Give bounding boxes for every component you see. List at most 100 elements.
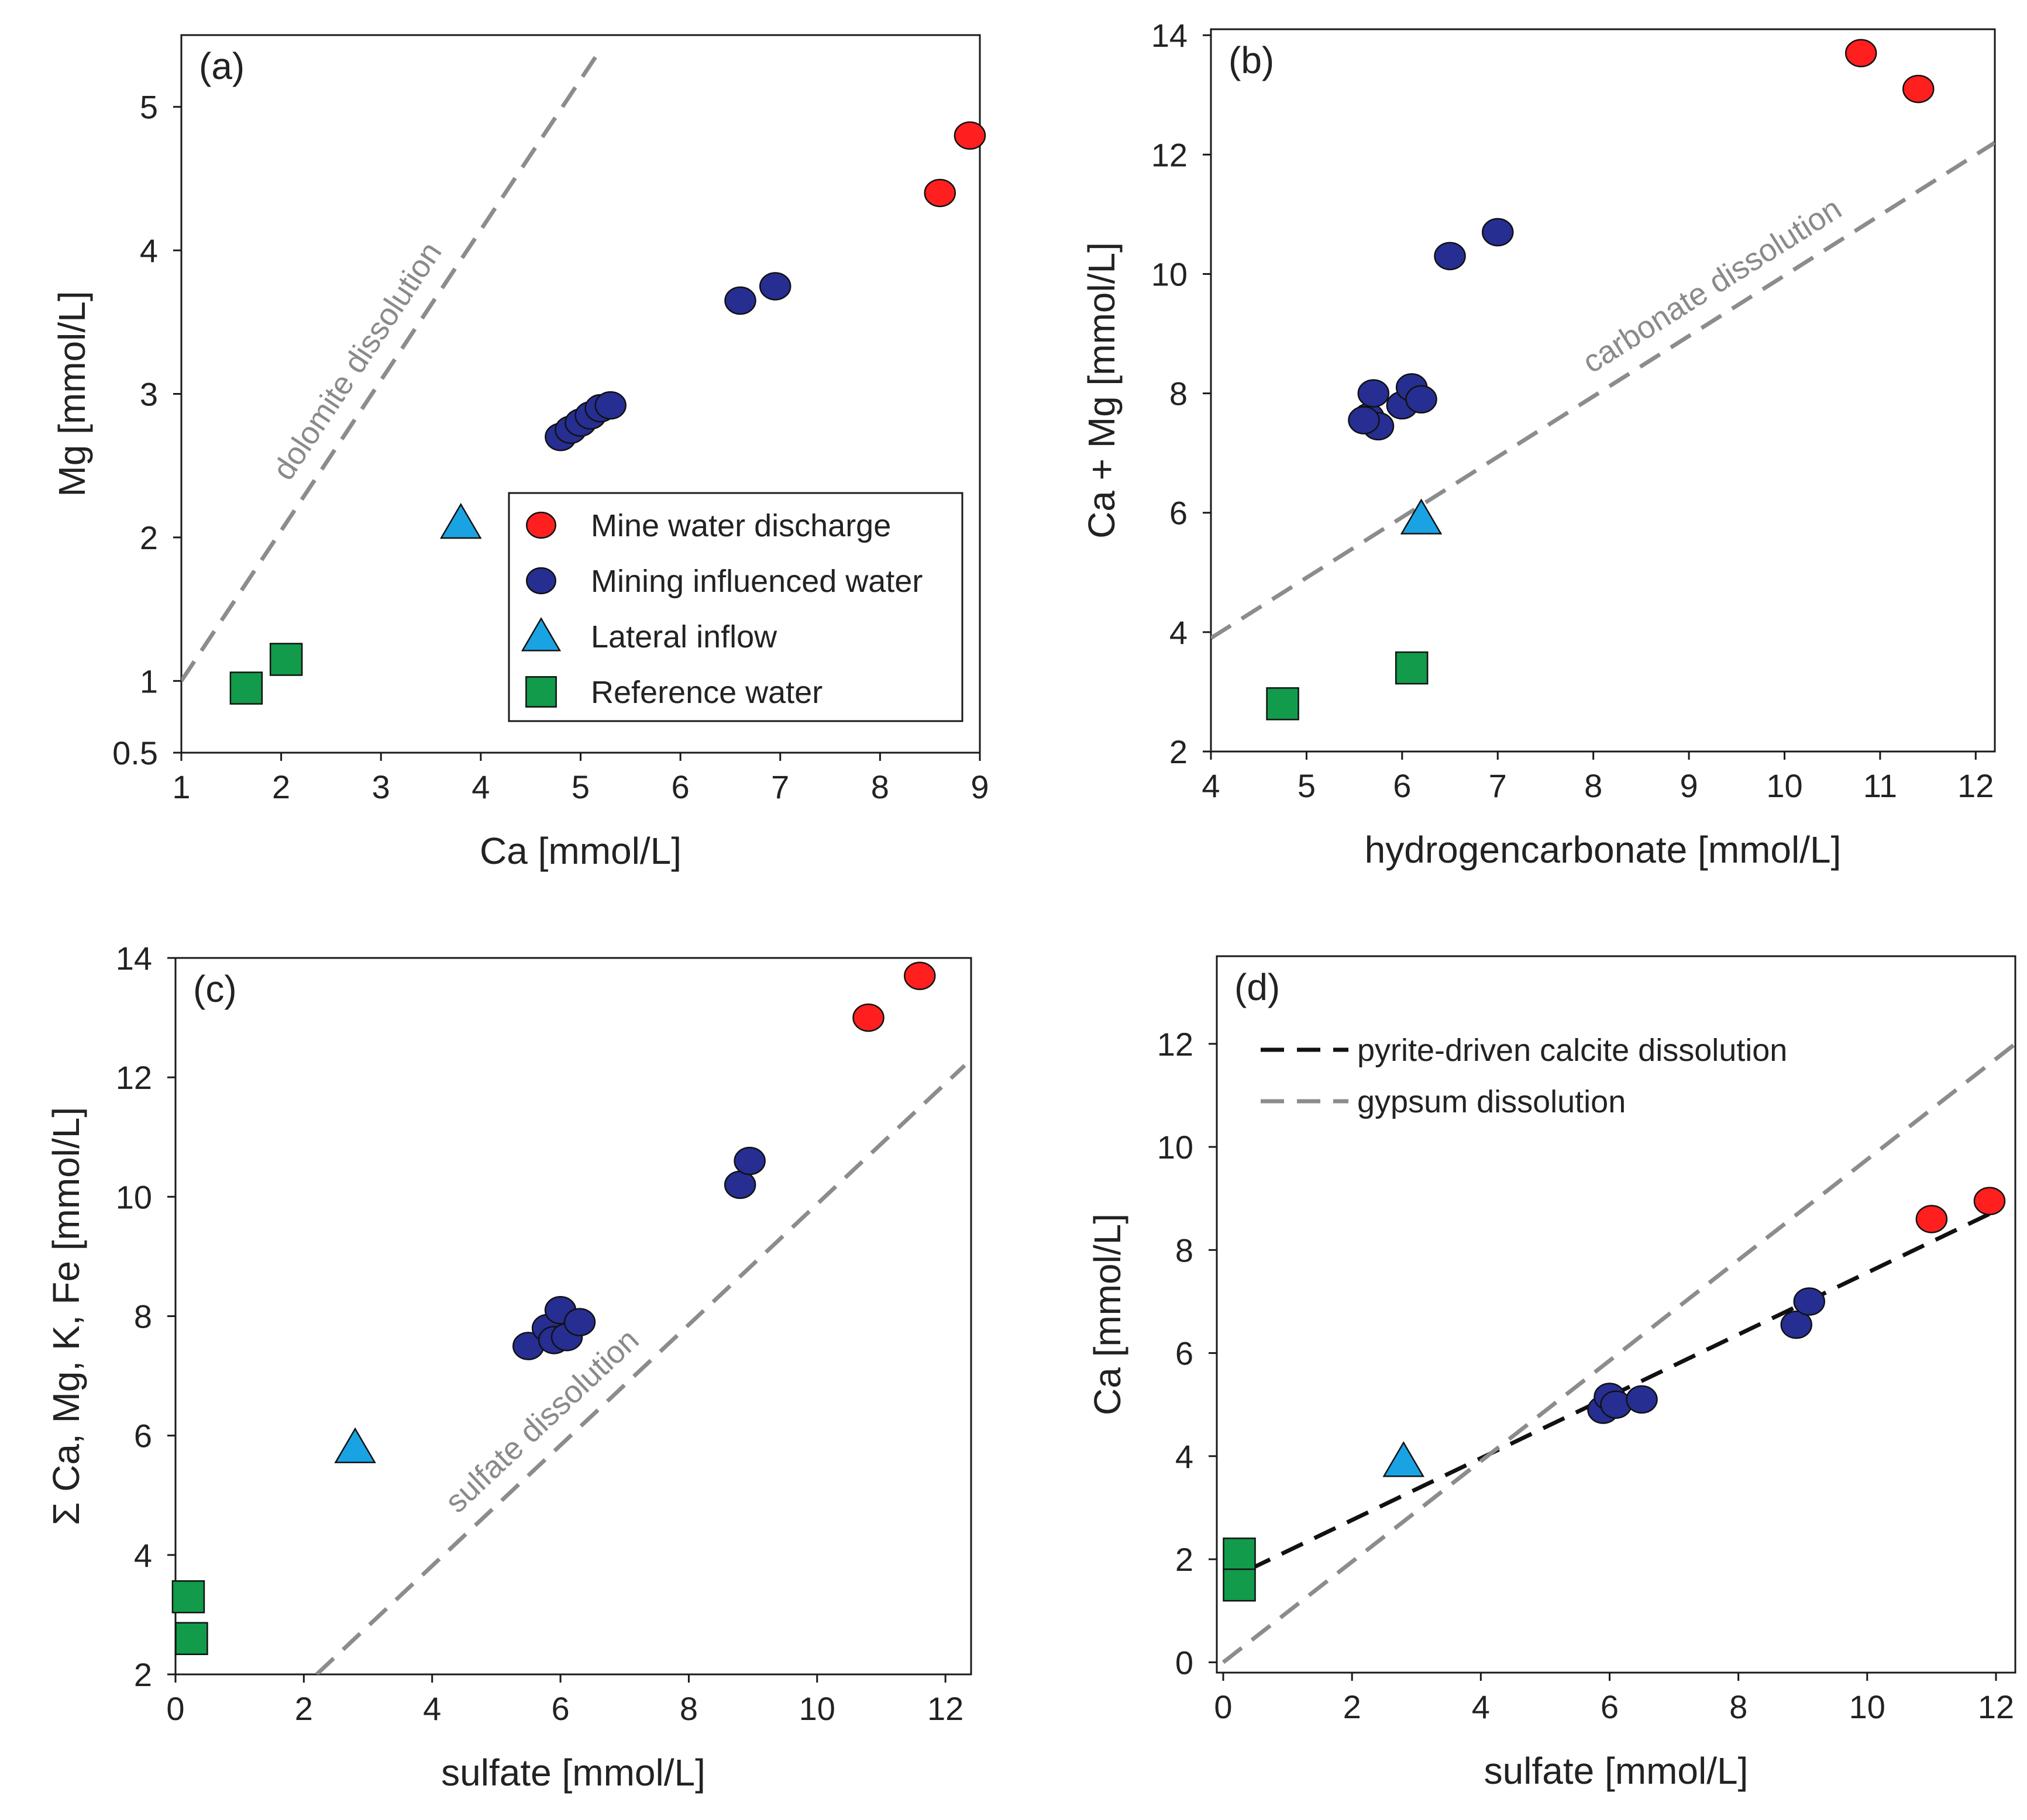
x-tick-label: 6	[551, 1690, 569, 1727]
y-tick-label: 10	[1151, 256, 1188, 292]
y-tick-label: 10	[116, 1178, 152, 1215]
legend-label: pyrite-driven calcite dissolution	[1357, 1033, 1787, 1068]
legend-label: gypsum dissolution	[1357, 1084, 1626, 1119]
data-point-mine-water-discharge	[904, 961, 936, 990]
x-tick-label: 6	[1393, 767, 1411, 804]
legend-marker	[526, 567, 556, 595]
x-tick-label: 1	[172, 768, 190, 805]
y-tick-label: 4	[1169, 614, 1188, 651]
data-point-mining-influenced-water	[1626, 1385, 1658, 1414]
y-tick-label: 2	[1169, 733, 1188, 770]
y-tick-label: 8	[1175, 1232, 1193, 1269]
y-axis-label: Mg [mmol/L]	[51, 291, 93, 497]
line-label: carbonate dissolution	[1577, 191, 1847, 380]
plot-frame	[1210, 28, 1996, 753]
data-point-mining-influenced-water	[1780, 1310, 1812, 1339]
panel-label: (a)	[199, 45, 245, 87]
x-tick-label: 8	[1729, 1688, 1747, 1725]
plot-frame	[1216, 955, 2016, 1674]
x-tick-label: 5	[1298, 767, 1316, 804]
data-point-mining-influenced-water	[1357, 379, 1390, 408]
y-tick-label: 12	[1157, 1026, 1193, 1063]
x-tick-label: 2	[295, 1690, 313, 1727]
y-tick-label: 12	[116, 1059, 152, 1096]
panel-label: (c)	[193, 968, 237, 1010]
data-point-lateral-inflow	[1400, 498, 1443, 535]
x-tick-label: 11	[1863, 767, 1897, 804]
data-point-mining-influenced-water	[1793, 1287, 1825, 1316]
data-point-mining-influenced-water	[1434, 242, 1466, 271]
x-axis-label: hydrogencarbonate [mmol/L]	[1365, 829, 1842, 871]
y-axis-label: Ca [mmol/L]	[1086, 1214, 1128, 1415]
y-tick-label: 8	[1169, 375, 1188, 412]
data-point-mine-water-discharge	[954, 121, 986, 150]
x-tick-label: 12	[927, 1690, 963, 1727]
y-tick-label: 4	[1175, 1438, 1193, 1475]
reference-line-sulfate-dissolution	[315, 1064, 966, 1674]
reference-line-carbonate-dissolution	[1211, 140, 1995, 640]
y-tick-label: 0.5	[112, 735, 158, 771]
x-tick-label: 9	[971, 768, 989, 805]
data-point-mine-water-discharge	[1915, 1205, 1948, 1233]
data-point-reference-water	[175, 1622, 208, 1655]
y-tick-label: 14	[116, 940, 152, 977]
panel-label: (d)	[1234, 966, 1280, 1008]
y-axis-label: Ca + Mg [mmol/L]	[1080, 242, 1123, 539]
data-point-lateral-inflow	[334, 1427, 376, 1463]
y-tick-label: 1	[140, 663, 158, 699]
x-tick-label: 3	[372, 768, 390, 805]
data-point-lateral-inflow	[439, 502, 482, 539]
data-point-mining-influenced-water	[759, 272, 791, 301]
data-point-mine-water-discharge	[1844, 39, 1877, 68]
data-point-mining-influenced-water	[1348, 406, 1380, 435]
y-tick-label: 2	[134, 1656, 152, 1693]
x-tick-label: 7	[1489, 767, 1507, 804]
x-tick-label: 9	[1680, 767, 1698, 804]
data-point-mining-influenced-water	[1481, 218, 1514, 247]
x-tick-label: 12	[1978, 1688, 2014, 1725]
y-tick-label: 6	[1175, 1335, 1193, 1372]
y-tick-label: 8	[134, 1298, 152, 1335]
data-point-mining-influenced-water	[1405, 385, 1437, 414]
data-point-reference-water	[229, 671, 263, 705]
panel-label: (b)	[1228, 39, 1274, 81]
data-point-reference-water	[1223, 1568, 1256, 1602]
chart-panel-b: 4 5 6 7 8 9 10 11 122468101214hydrogencarbonate …	[1080, 17, 1996, 871]
data-point-mine-water-discharge	[1902, 74, 1935, 104]
x-tick-label: 4	[1472, 1688, 1490, 1725]
x-tick-label: 10	[799, 1690, 835, 1727]
x-tick-label: 8	[871, 768, 889, 805]
y-tick-label: 6	[134, 1418, 152, 1454]
data-point-lateral-inflow	[1382, 1441, 1425, 1477]
data-point-mine-water-discharge	[1973, 1187, 2006, 1215]
x-axis-label: Ca [mmol/L]	[480, 830, 682, 872]
data-point-mine-water-discharge	[852, 1003, 885, 1032]
x-axis-label: sulfate [mmol/L]	[441, 1752, 706, 1794]
legend-label: Mine water discharge	[591, 508, 891, 543]
y-tick-label: 12	[1151, 136, 1188, 173]
chart-panel-d: 0 2 4 6 8 10 12 0 2 4 6 8 10 12 sulfate [mmol/L] Ca [mm…	[1086, 955, 2016, 1792]
legend-label: Reference water	[591, 675, 822, 710]
data-point-reference-water	[269, 643, 303, 676]
x-tick-label: 5	[572, 768, 590, 805]
data-point-mine-water-discharge	[924, 178, 956, 208]
data-point-reference-water	[1395, 651, 1429, 685]
y-axis-label: Σ Ca, Mg, K, Fe [mmol/L]	[45, 1107, 87, 1525]
y-tick-label: 4	[134, 1537, 152, 1574]
x-tick-label: 8	[1584, 767, 1602, 804]
data-point-mining-influenced-water	[734, 1146, 766, 1176]
legend-marker	[521, 617, 562, 652]
legend-label: Mining influenced water	[591, 564, 923, 599]
x-tick-label: 0	[166, 1690, 184, 1727]
data-point-mining-influenced-water	[724, 1170, 756, 1199]
x-tick-label: 4	[423, 1690, 441, 1727]
data-point-mining-influenced-water	[594, 391, 627, 420]
x-tick-label: 8	[680, 1690, 698, 1727]
data-point-mining-influenced-water	[563, 1308, 596, 1336]
y-tick-label: 10	[1157, 1129, 1193, 1166]
data-point-reference-water	[171, 1580, 205, 1614]
legend: pyrite-driven calcite dissolution gypsum …	[1261, 1033, 1787, 1119]
y-tick-label: 2	[140, 519, 158, 556]
line-label: dolomite dissolution	[266, 236, 449, 486]
